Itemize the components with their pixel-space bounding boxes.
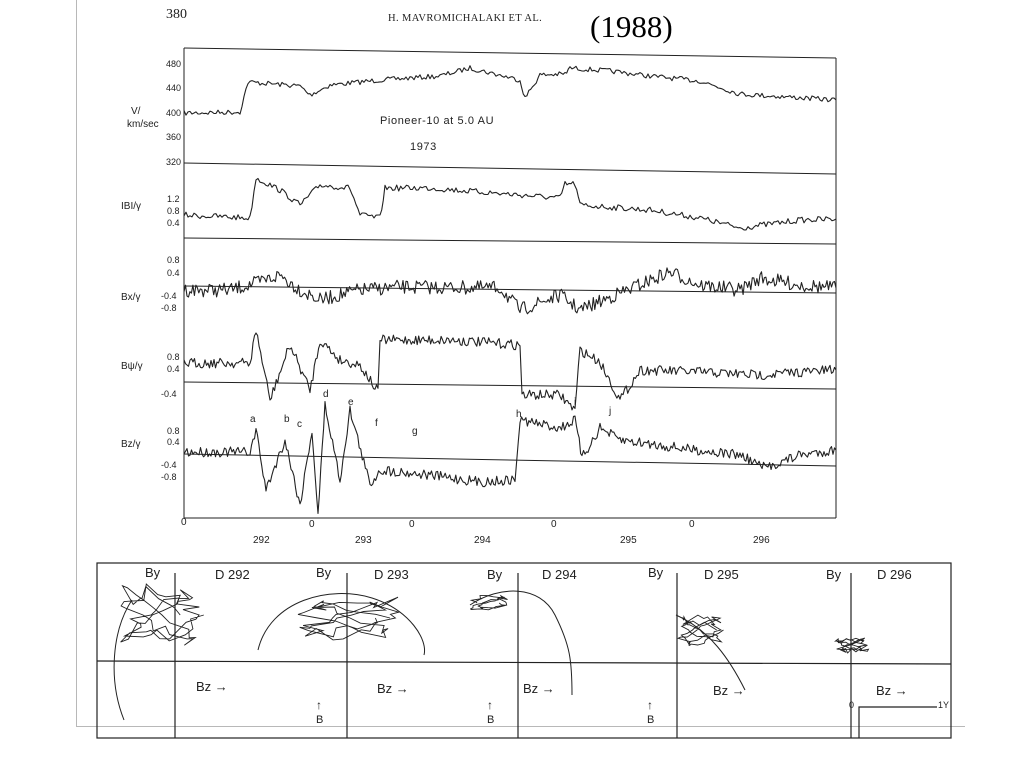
- hodo-day-label-295: D 295: [704, 567, 739, 582]
- hodo-by-label-292: By: [145, 565, 161, 580]
- hodogram-d294-cluster: [469, 594, 508, 611]
- hodogram-d293-curve: [297, 596, 401, 641]
- hodogram-d294-arc: [469, 590, 573, 696]
- tick-v-320: 320: [166, 157, 182, 167]
- event-g: g: [412, 426, 418, 437]
- b-panel-baseline: [183, 237, 837, 245]
- hodo-by-label-293: By: [316, 565, 332, 580]
- event-a: a: [250, 414, 256, 425]
- day-label-296: 296: [753, 535, 770, 546]
- hodogram-d295-tail: [675, 614, 746, 691]
- v-axis-label: V/: [131, 106, 141, 117]
- day-label-295: 295: [620, 535, 637, 546]
- tick-bx-0.8: 0.8: [167, 255, 180, 265]
- hodo-scale-end: 1Y: [938, 700, 950, 710]
- hodo-by-label-296: By: [826, 567, 842, 582]
- tick-v-440: 440: [166, 83, 182, 93]
- hour-zero-1: 0: [181, 517, 187, 528]
- tick-bz-0.8: 0.8: [167, 426, 180, 436]
- event-f: f: [375, 418, 378, 429]
- hodo-bz-label-293: Bz →: [377, 681, 409, 696]
- tick-bz-0.4: 0.4: [167, 437, 180, 447]
- tick-bx-neg0.8: -0.8: [161, 303, 177, 313]
- hodogram-box: [96, 562, 952, 739]
- hodogram-d293-arc: [257, 593, 426, 656]
- day-label-293: 293: [355, 535, 372, 546]
- tick-bz-neg0.4: -0.4: [161, 460, 177, 470]
- page-number: 380: [166, 7, 187, 22]
- hodogram-bz-axis: [96, 660, 952, 665]
- day-label-294: 294: [474, 535, 491, 546]
- event-e: e: [348, 397, 354, 408]
- hodo-arrow-294: ↑: [487, 698, 493, 712]
- year-annotation: (1988): [590, 9, 673, 44]
- tick-bx-0.4: 0.4: [167, 268, 180, 278]
- v-panel-baseline: [183, 162, 837, 175]
- tick-bx-neg0.4: -0.4: [161, 291, 177, 301]
- bz-zero-line: [183, 453, 837, 467]
- b-axis-label: IBI/γ: [121, 201, 142, 212]
- figure-top-border: [183, 47, 837, 59]
- bpsi-zero-line: [183, 381, 837, 390]
- hour-zero-5: 0: [689, 519, 695, 530]
- bx-trace: [183, 267, 837, 315]
- running-header: H. MAVROMICHALAKI ET AL.: [388, 13, 543, 24]
- hour-zero-4: 0: [551, 519, 557, 530]
- bpsi-axis-label: Bψ/γ: [121, 361, 143, 372]
- tick-bpsi-0.4: 0.4: [167, 364, 180, 374]
- event-d: d: [323, 389, 329, 400]
- hodo-arrow-293: ↑: [316, 698, 322, 712]
- hodogram-d292-curve: [120, 583, 204, 646]
- hodo-day-label-296: D 296: [877, 567, 912, 582]
- hodo-day-label-294: D 294: [542, 567, 577, 582]
- hour-zero-2: 0: [309, 519, 315, 530]
- event-c: c: [297, 419, 302, 430]
- bz-trace: [183, 400, 837, 515]
- event-h: h: [516, 409, 522, 420]
- tick-v-400: 400: [166, 108, 182, 118]
- hodo-bz-label-292: Bz →: [196, 679, 228, 694]
- hodo-bz-label-296: Bz →: [876, 683, 908, 698]
- hodo-scale-start: 0: [849, 700, 855, 710]
- tick-b-0.8: 0.8: [167, 206, 180, 216]
- tick-bpsi-0.8: 0.8: [167, 352, 180, 362]
- tick-b-1.2: 1.2: [167, 194, 180, 204]
- hodo-bz-label-295: Bz →: [713, 683, 745, 698]
- tick-bz-neg0.8: -0.8: [161, 472, 177, 482]
- hodo-bz-label-294: Bz →: [523, 681, 555, 696]
- hour-zero-3: 0: [409, 519, 415, 530]
- bpsi-trace: [183, 332, 837, 411]
- bx-axis-label: Bx/γ: [121, 292, 141, 303]
- figure-year: 1973: [410, 141, 437, 153]
- field-magnitude-trace: [183, 177, 837, 231]
- hodo-arrow-295: ↑: [647, 698, 653, 712]
- figure-title: Pioneer-10 at 5.0 AU: [380, 115, 495, 127]
- hodogram-d296-cluster: [834, 637, 870, 654]
- event-j: j: [609, 406, 612, 417]
- hodo-by-label-295: By: [648, 565, 664, 580]
- speed-trace: [183, 65, 837, 116]
- bz-axis-label: Bz/γ: [121, 439, 141, 450]
- event-i: i: [574, 397, 577, 408]
- v-axis-unit: km/sec: [127, 119, 159, 130]
- tick-bpsi-neg0.4: -0.4: [161, 389, 177, 399]
- hodo-by-label-294: By: [487, 567, 503, 582]
- tick-v-360: 360: [166, 132, 182, 142]
- hodo-day-label-293: D 293: [374, 567, 409, 582]
- hodo-day-label-292: D 292: [215, 567, 250, 582]
- hodo-arrow-label-295: B: [647, 714, 655, 726]
- tick-b-0.4: 0.4: [167, 218, 180, 228]
- day-label-292: 292: [253, 535, 270, 546]
- hodogram-scale-bar: [858, 706, 937, 738]
- event-b: b: [284, 414, 290, 425]
- hodo-arrow-label-294: B: [487, 714, 495, 726]
- tick-v-480: 480: [166, 59, 182, 69]
- hodogram-d292-tail: [113, 599, 133, 721]
- hodo-arrow-label-293: B: [316, 714, 324, 726]
